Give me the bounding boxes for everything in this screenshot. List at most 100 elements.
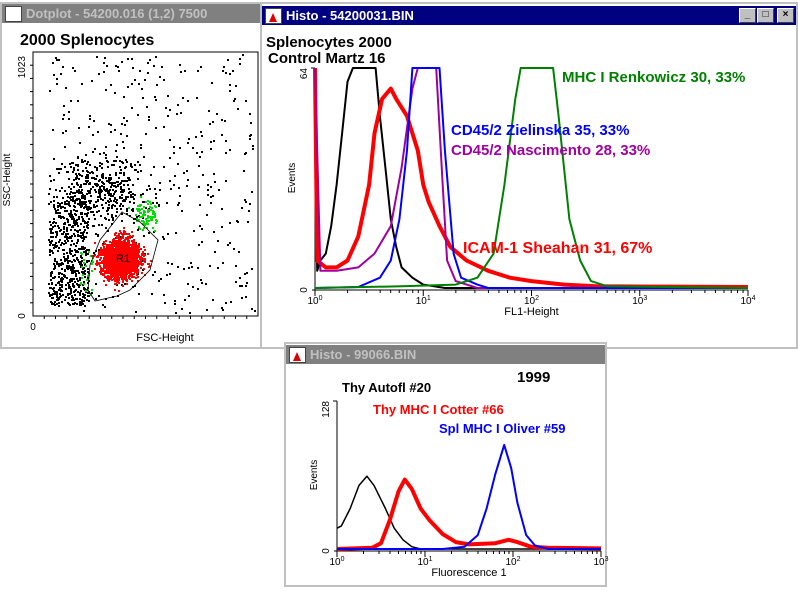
- close-button[interactable]: ×: [777, 8, 794, 23]
- dot-gate-green: [138, 226, 140, 228]
- minimize-button[interactable]: _: [739, 8, 756, 23]
- dot-ungated: [221, 226, 223, 228]
- dot-ungated: [67, 262, 69, 264]
- dot-ungated: [56, 212, 58, 214]
- dot-ungated: [70, 278, 72, 280]
- dot-ungated: [69, 260, 71, 262]
- dot-ungated: [66, 203, 68, 205]
- dot-ungated: [83, 300, 85, 302]
- dot-ungated: [115, 172, 117, 174]
- dot-ungated: [53, 290, 55, 292]
- dot-r1: [134, 271, 136, 273]
- dot-ungated: [65, 288, 67, 290]
- dot-r1: [107, 249, 109, 251]
- dot-r1: [132, 261, 134, 263]
- dot-ungated: [48, 193, 50, 195]
- dot-ungated: [81, 216, 83, 218]
- dot-ungated: [142, 201, 144, 203]
- dot-ungated: [110, 186, 112, 188]
- dot-ungated: [130, 196, 132, 198]
- dot-ungated: [66, 236, 68, 238]
- dot-ungated: [68, 111, 70, 113]
- dot-ungated: [114, 92, 116, 94]
- dot-r1: [123, 233, 125, 235]
- dot-ungated: [249, 203, 251, 205]
- dot-r1: [106, 268, 108, 270]
- dot-r1: [131, 264, 133, 266]
- dot-gate-green: [136, 218, 138, 220]
- histo1-title-bar[interactable]: Histo - 54200031.BIN _ □ ×: [262, 6, 796, 25]
- dot-ungated: [65, 233, 67, 235]
- dot-r1: [132, 256, 134, 258]
- dot-ungated: [87, 190, 89, 192]
- dot-ungated: [182, 97, 184, 99]
- dot-r1: [111, 262, 113, 264]
- dot-ungated: [175, 232, 177, 234]
- dot-r1: [97, 263, 99, 265]
- dot-r1: [118, 277, 120, 279]
- dot-ungated: [77, 239, 79, 241]
- dot-ungated: [59, 239, 61, 241]
- maximize-button[interactable]: □: [757, 8, 774, 23]
- dot-ungated: [252, 148, 254, 150]
- gate-r1-outline: [87, 211, 159, 302]
- histo2-x-tick-label: 102: [505, 556, 520, 568]
- dot-ungated: [55, 210, 57, 212]
- dot-ungated: [96, 56, 98, 58]
- dot-ungated: [187, 283, 189, 285]
- dot-ungated: [111, 184, 113, 186]
- dot-ungated: [98, 73, 100, 75]
- dotplot-title-bar[interactable]: Dotplot - 54200.016 (1,2) 7500: [2, 4, 260, 23]
- dot-ungated: [97, 199, 99, 201]
- dot-ungated: [225, 140, 227, 142]
- dot-ungated: [58, 281, 60, 283]
- dot-r1: [124, 253, 126, 255]
- dot-ungated: [120, 133, 122, 135]
- dot-ungated: [115, 215, 117, 217]
- dot-ungated: [114, 182, 116, 184]
- dot-ungated: [75, 220, 77, 222]
- dot-ungated: [77, 270, 79, 272]
- dot-ungated: [110, 124, 112, 126]
- dot-ungated: [115, 160, 117, 162]
- dot-ungated: [115, 190, 117, 192]
- dot-ungated: [72, 255, 74, 257]
- dot-ungated: [70, 229, 72, 231]
- dot-ungated: [51, 240, 53, 242]
- dot-ungated: [94, 218, 96, 220]
- dot-ungated: [65, 258, 67, 260]
- histo2-title-bar[interactable]: Histo - 99066.BIN: [286, 345, 605, 364]
- dot-ungated: [225, 152, 227, 154]
- dot-ungated: [115, 174, 117, 176]
- dot-r1: [115, 258, 117, 260]
- dot-ungated: [65, 130, 67, 132]
- dot-ungated: [80, 184, 82, 186]
- dot-r1: [122, 255, 124, 257]
- dot-ungated: [68, 224, 70, 226]
- dot-ungated: [198, 186, 200, 188]
- dot-r1: [116, 281, 118, 283]
- dot-ungated: [141, 88, 143, 90]
- dot-ungated: [126, 180, 128, 182]
- dot-r1: [128, 263, 130, 265]
- dot-ungated: [112, 195, 114, 197]
- dot-gate-green: [146, 227, 148, 229]
- histo2-y-tick-label: 0: [321, 548, 332, 554]
- dot-ungated: [113, 200, 115, 202]
- dot-ungated: [139, 164, 141, 166]
- dot-ungated: [134, 79, 136, 81]
- dot-ungated: [58, 298, 60, 300]
- dot-r1: [107, 271, 109, 273]
- dot-ungated: [69, 252, 71, 254]
- dot-ungated: [99, 186, 101, 188]
- dot-ungated: [121, 194, 123, 196]
- dot-ungated: [249, 135, 251, 137]
- dot-ungated: [73, 278, 75, 280]
- dot-ungated: [225, 180, 227, 182]
- histo1-window[interactable]: Histo - 54200031.BIN _ □ ×: [260, 2, 798, 349]
- dot-ungated: [77, 203, 79, 205]
- dot-ungated: [96, 167, 98, 169]
- dot-ungated: [72, 196, 74, 198]
- dot-r1: [134, 248, 136, 250]
- dot-ungated: [52, 232, 54, 234]
